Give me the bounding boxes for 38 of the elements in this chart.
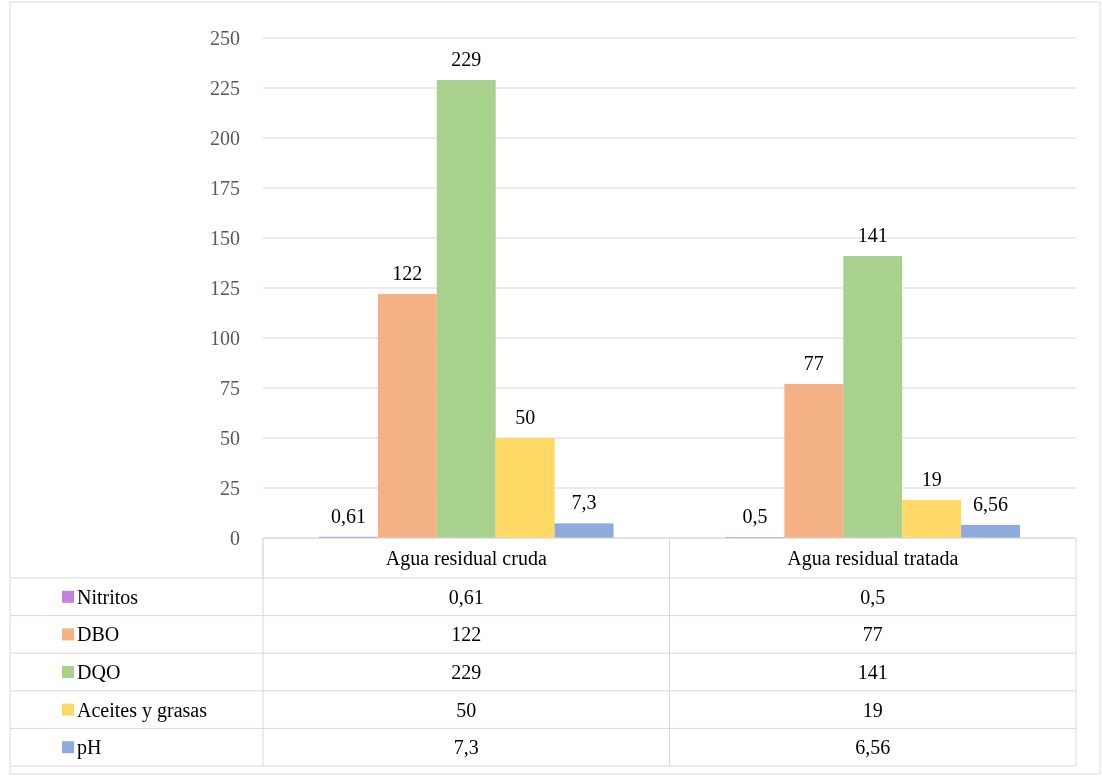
data-label: 229 [451,661,482,683]
y-tick-label: 25 [220,477,240,499]
y-tick-label: 100 [210,327,240,349]
data-label: 122 [451,623,482,646]
y-tick-label: 150 [210,227,240,249]
y-tick-label: 125 [210,277,240,299]
text: 229 [451,48,482,70]
legend-label: Nitritos [77,585,139,608]
y-tick-label: 225 [210,77,240,99]
y-tick-label: 250 [210,27,240,49]
data-label: 50 [456,698,477,721]
text: 77 [803,352,824,374]
text: 0,61 [330,504,366,527]
legend-label: Aceites y grasas [77,698,208,722]
text: 19 [921,468,942,490]
data-label: 141 [857,661,888,683]
data-label: 6,56 [855,736,891,759]
text: 0,5 [742,505,768,527]
data-label: 0,5 [860,585,886,608]
y-tick-label: 200 [210,127,240,149]
text: 141 [857,224,888,246]
legend-label: DQO [77,661,121,683]
data-label: 19 [862,698,883,721]
data-label: 0,61 [448,585,484,608]
y-tick-label: 50 [220,427,240,449]
legend-label: pH [77,736,102,760]
data-label: 7,3 [453,736,479,759]
x-tick-label: Agua residual cruda [385,547,547,570]
text: 122 [392,262,423,284]
text: 6,56 [973,492,1009,515]
y-tick-label: 175 [210,177,240,199]
data-label: 77 [862,623,883,646]
x-tick-label: Agua residual tratada [787,547,959,570]
legend-label: DBO [77,623,120,646]
y-tick-label: 75 [220,377,240,399]
text: 50 [515,406,536,428]
y-tick-label: 0 [230,527,240,549]
text: 7,3 [571,491,597,514]
